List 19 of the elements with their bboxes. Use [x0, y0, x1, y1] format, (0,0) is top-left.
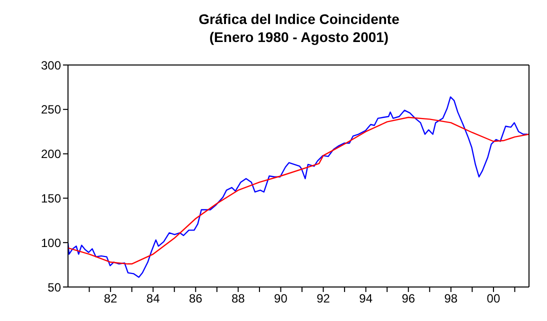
y-tick-label: 150: [40, 191, 62, 206]
line-series: [68, 116, 529, 265]
x-tick-label: 94: [359, 292, 373, 306]
x-tick-label: 84: [146, 292, 160, 306]
x-tick-label: 00: [486, 292, 500, 306]
y-tick-label: 300: [40, 58, 62, 72]
x-tick-label: 98: [444, 292, 458, 306]
x-tick-label: 88: [232, 292, 246, 306]
y-tick-label: 50: [48, 280, 62, 294]
chart-title: Gráfica del Indice Coincidente (Enero 1980 - Agosto 2001): [198, 10, 400, 46]
x-tick-label: 86: [188, 292, 203, 306]
y-tick-label: 200: [40, 147, 62, 162]
x-tick-label: 92: [316, 292, 330, 306]
line-series: [68, 96, 528, 278]
y-tick-label: 250: [40, 102, 62, 117]
y-tick-label: 100: [40, 236, 62, 250]
x-tick-label: 82: [104, 292, 118, 306]
x-tick-label: 96: [402, 292, 416, 306]
x-tick-label: 90: [274, 292, 288, 306]
